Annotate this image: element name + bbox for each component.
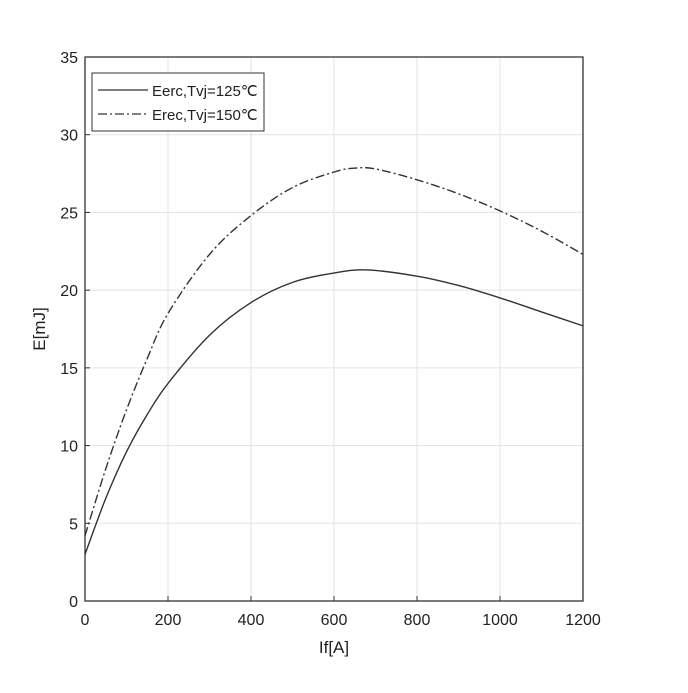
x-tick-label: 0: [81, 612, 90, 629]
x-tick-label: 1000: [482, 612, 518, 629]
y-tick-label: 15: [60, 361, 78, 378]
y-tick-label: 0: [69, 594, 78, 611]
series-line-1: [84, 166, 584, 536]
grid: [84, 56, 584, 602]
series-group: [84, 166, 584, 555]
y-tick-label: 30: [60, 128, 78, 145]
y-tick-label: 10: [60, 439, 78, 456]
x-tick-label: 800: [404, 612, 431, 629]
y-axis-label: E[mJ]: [30, 307, 49, 350]
x-tick-label: 400: [238, 612, 265, 629]
y-tick-label: 25: [60, 205, 78, 222]
y-tick-label: 5: [69, 516, 78, 533]
series-line-0: [84, 269, 584, 555]
legend-box: [91, 72, 265, 132]
legend: Eerc,Tvj=125℃ Erec,Tvj=150℃: [91, 72, 265, 132]
x-tick-label: 600: [321, 612, 348, 629]
x-tick-label: 1200: [565, 612, 601, 629]
legend-label-125: Eerc,Tvj=125℃: [152, 83, 258, 100]
ticks: 0 200 400 600 800 1000 1200 0 5 10 15 20 25 30 35: [60, 50, 601, 629]
y-tick-label: 20: [60, 283, 78, 300]
x-tick-label: 200: [155, 612, 182, 629]
x-axis-label: If[A]: [319, 638, 349, 657]
legend-label-150: Erec,Tvj=150℃: [152, 107, 258, 124]
y-tick-label: 35: [60, 50, 78, 67]
